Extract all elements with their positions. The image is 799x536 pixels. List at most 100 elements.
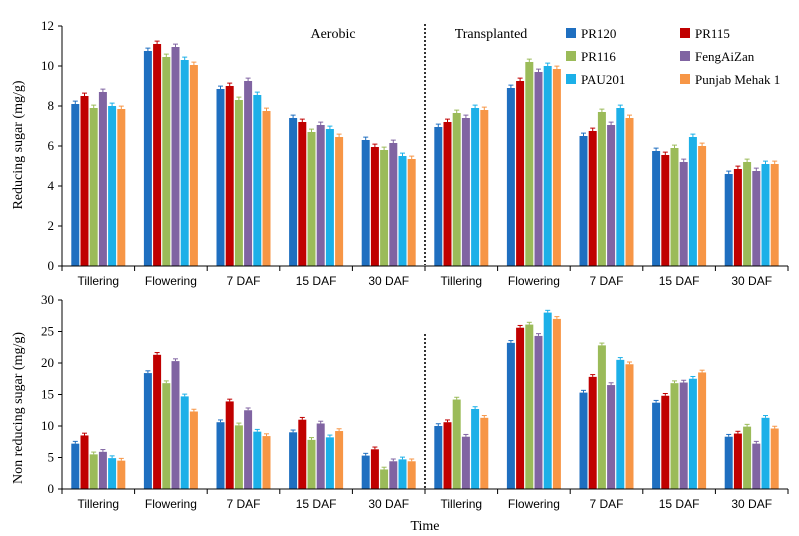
bar xyxy=(688,378,697,489)
bar xyxy=(389,461,398,489)
legend-swatch xyxy=(566,51,576,61)
bar xyxy=(543,66,552,266)
legend-swatch xyxy=(566,28,576,38)
y-tick-label: 0 xyxy=(48,481,55,496)
x-category-label: Flowering xyxy=(508,497,560,511)
bar xyxy=(108,458,117,489)
bar xyxy=(452,399,461,489)
bar xyxy=(262,436,271,489)
legend-swatch xyxy=(566,74,576,84)
y-tick-label: 10 xyxy=(41,58,54,73)
bar xyxy=(225,401,234,489)
bar xyxy=(625,118,634,266)
bar xyxy=(162,383,171,489)
bar xyxy=(398,459,407,489)
bar xyxy=(316,423,325,489)
x-category-label: Tillering xyxy=(78,497,120,511)
non-reducing-sugar-y-label: Non reducing sugar (mg/g) xyxy=(11,332,26,484)
reducing-sugar-y-label: Reducing sugar (mg/g) xyxy=(11,80,26,209)
bar xyxy=(661,155,670,266)
bar xyxy=(588,131,597,266)
bar xyxy=(71,443,80,489)
x-category-label: 7 DAF xyxy=(226,497,260,511)
reducing-sugar-chart: 0 2 4 6 8 10 12 Tillering Flowering 7 DAF 15 DAF 30… xyxy=(11,18,789,288)
bar xyxy=(607,385,616,489)
x-category-label: Tillering xyxy=(441,274,483,288)
legend-label: PR115 xyxy=(695,26,730,41)
bar xyxy=(552,318,561,489)
bar xyxy=(770,428,779,489)
y-tick-label: 30 xyxy=(41,292,54,307)
bar xyxy=(516,327,525,489)
bar xyxy=(752,171,761,266)
bar xyxy=(171,361,180,489)
bar xyxy=(153,354,162,489)
bar xyxy=(724,436,733,489)
bar xyxy=(616,359,625,489)
x-category-label: 30 DAF xyxy=(731,274,772,288)
bar xyxy=(443,122,452,266)
y-tick-label: 20 xyxy=(41,355,54,370)
bar xyxy=(380,150,389,266)
bar xyxy=(534,335,543,489)
bar xyxy=(434,426,443,489)
bar xyxy=(480,417,489,489)
bar xyxy=(234,100,243,266)
bar xyxy=(506,88,515,266)
bar xyxy=(698,146,707,266)
bar xyxy=(461,118,470,266)
bar xyxy=(216,89,225,266)
bar xyxy=(289,118,298,266)
x-category-label: Flowering xyxy=(145,274,197,288)
x-axis-title: Time xyxy=(410,519,439,534)
x-category-label: Flowering xyxy=(145,497,197,511)
bar xyxy=(171,47,180,266)
bar xyxy=(679,162,688,266)
bar xyxy=(607,125,616,266)
x-category-label: 7 DAF xyxy=(226,274,260,288)
bar xyxy=(262,111,271,266)
bar xyxy=(298,419,307,489)
bar xyxy=(180,60,189,266)
bar xyxy=(743,426,752,489)
bar xyxy=(189,65,198,266)
x-category-label: 7 DAF xyxy=(589,497,623,511)
bar xyxy=(244,81,253,266)
legend-label: FengAiZan xyxy=(695,49,755,64)
bar xyxy=(443,422,452,489)
x-category-label: 30 DAF xyxy=(731,497,772,511)
x-category-label: Tillering xyxy=(78,274,120,288)
bar xyxy=(180,396,189,489)
bar xyxy=(679,382,688,489)
bar xyxy=(471,108,480,266)
x-category-label: 15 DAF xyxy=(659,274,700,288)
bar xyxy=(525,324,534,489)
bar xyxy=(380,469,389,489)
x-category-label: 7 DAF xyxy=(589,274,623,288)
bar xyxy=(117,460,126,489)
legend: PR120 PR115 PR116 FengAiZan PAU201 Punjab Meh… xyxy=(566,26,780,87)
bar xyxy=(752,443,761,489)
bar xyxy=(407,159,416,266)
bar xyxy=(89,454,98,489)
bar xyxy=(698,372,707,489)
bar xyxy=(688,137,697,266)
bar xyxy=(335,431,344,489)
legend-label: Punjab Mehak 1 xyxy=(695,72,780,87)
bar xyxy=(89,108,98,266)
bar xyxy=(71,104,80,266)
bar xyxy=(98,92,107,266)
bar xyxy=(552,69,561,266)
bar xyxy=(407,461,416,489)
bar xyxy=(670,383,679,489)
bar xyxy=(361,455,370,489)
bar xyxy=(543,312,552,489)
bar xyxy=(325,129,334,266)
bar xyxy=(117,109,126,266)
legend-label: PR116 xyxy=(581,49,616,64)
bar xyxy=(761,417,770,489)
bar xyxy=(670,148,679,266)
bar xyxy=(307,132,316,266)
bar xyxy=(153,44,162,266)
bar xyxy=(143,373,152,489)
